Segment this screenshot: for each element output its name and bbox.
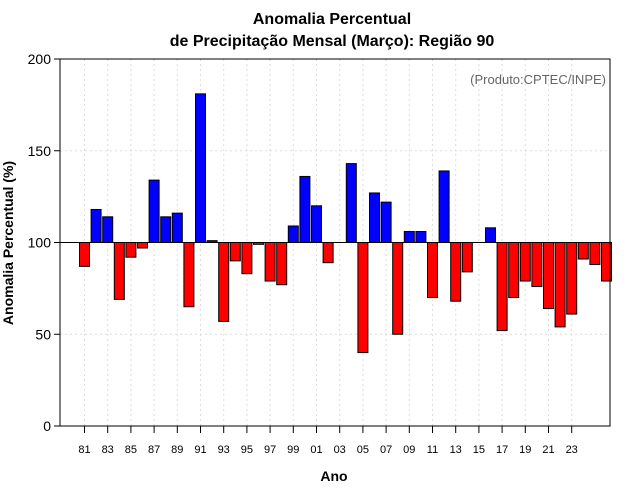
y-axis-label: Anomalia Percentual (%) — [0, 161, 16, 325]
bar — [461, 242, 473, 273]
bar — [554, 242, 566, 328]
x-tick-label: 17 — [496, 444, 508, 456]
bar — [79, 242, 90, 267]
bar — [160, 216, 172, 243]
x-tick-label: 19 — [519, 444, 531, 456]
bar — [427, 242, 438, 299]
x-tick-label: 15 — [473, 444, 485, 456]
bars — [79, 93, 612, 354]
x-tick-label: 85 — [125, 444, 137, 456]
x-tick-label: 09 — [403, 444, 415, 456]
bar — [102, 216, 114, 243]
bar — [485, 227, 496, 244]
chart-title: Anomalia Percentual — [253, 11, 411, 28]
x-tick-label: 21 — [542, 444, 554, 456]
bar — [183, 242, 195, 308]
bar — [415, 230, 427, 244]
x-tick-label: 83 — [102, 444, 114, 456]
bar — [508, 242, 520, 299]
bar — [90, 208, 102, 243]
y-tick-label: 100 — [28, 235, 52, 251]
x-axis: 81 83 85 87 89 91 93 95 97 99 01 03 05 07 09 11 13 15 17 19… — [78, 426, 578, 456]
bar — [299, 175, 311, 243]
x-tick-label: 99 — [287, 444, 299, 456]
credit-text: (Produto:CPTEC/INPE) — [470, 72, 606, 87]
x-tick-label: 97 — [264, 444, 276, 456]
bar — [311, 205, 322, 244]
bar — [113, 242, 125, 300]
x-tick-label: 87 — [148, 444, 160, 456]
bar — [438, 170, 450, 243]
bar — [450, 242, 462, 302]
y-tick-label: 50 — [35, 326, 51, 342]
bar — [543, 242, 554, 310]
x-tick-label: 89 — [171, 444, 183, 456]
x-tick-label: 93 — [218, 444, 230, 456]
x-tick-label: 03 — [334, 444, 346, 456]
bar — [531, 242, 543, 288]
y-tick-label: 150 — [28, 143, 52, 159]
bar — [345, 163, 357, 243]
x-tick-label: 81 — [78, 444, 90, 456]
bar — [218, 242, 230, 322]
x-tick-label: 05 — [357, 444, 369, 456]
bar — [403, 230, 415, 244]
bar — [380, 201, 392, 244]
x-tick-label: 95 — [241, 444, 253, 456]
y-axis: 0 50 100 150 200 — [28, 51, 60, 434]
bar — [496, 242, 508, 332]
x-axis-label: Ano — [320, 468, 347, 484]
chart-subtitle: de Precipitação Mensal (Março): Região 9… — [170, 33, 495, 50]
bar — [264, 242, 276, 282]
grid — [60, 58, 610, 427]
bar — [125, 242, 137, 258]
bar — [369, 192, 380, 243]
bar — [229, 242, 241, 262]
bar — [566, 242, 578, 315]
x-tick-label: 23 — [566, 444, 578, 456]
bar — [589, 242, 601, 266]
bar — [137, 242, 148, 249]
bar — [519, 242, 531, 282]
x-tick-label: 13 — [450, 444, 462, 456]
bar — [171, 212, 183, 243]
x-tick-label: 91 — [194, 444, 206, 456]
bar — [195, 93, 206, 243]
x-tick-label: 07 — [380, 444, 392, 456]
bar — [241, 242, 253, 275]
bar — [357, 242, 369, 354]
bar — [148, 179, 160, 243]
bar — [392, 242, 404, 335]
bar — [276, 242, 288, 286]
y-tick-label: 0 — [43, 418, 51, 434]
x-tick-label: 01 — [310, 444, 322, 456]
x-tick-label: 11 — [427, 444, 438, 456]
y-tick-label: 200 — [28, 51, 52, 67]
bar — [577, 242, 589, 260]
bar — [322, 242, 334, 264]
bar — [287, 225, 299, 243]
